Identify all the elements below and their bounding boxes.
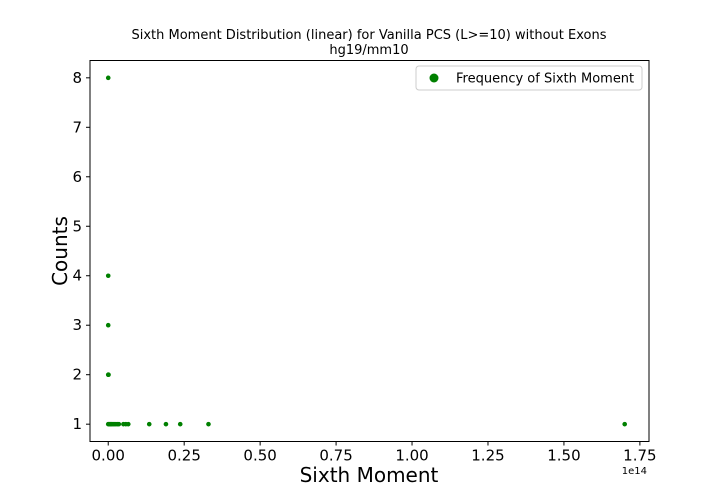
y-axis-ticks: 1 2 3 4 5 6 7 8 [72,69,90,433]
legend-marker-icon [429,73,439,83]
data-point [177,421,183,427]
data-point [146,421,152,427]
x-tick-label: 0.00 [92,447,125,465]
x-tick-label: 1.25 [471,447,504,465]
y-tick-label: 7 [72,118,82,136]
y-tick-label: 6 [72,168,82,186]
data-point [116,421,122,427]
y-axis-label: Counts [48,216,72,286]
y-tick-label: 8 [72,69,82,87]
x-tick-label: 1.00 [395,447,428,465]
plot-frame [89,60,650,442]
data-point [105,75,111,81]
y-tick-label: 1 [72,415,82,433]
x-tick-label: 0.50 [243,447,276,465]
data-point [125,421,131,427]
y-tick-label: 5 [72,217,82,235]
chart-subtitle: hg19/mm10 [329,43,408,58]
legend-box [415,65,643,91]
data-point [206,421,211,427]
y-tick-label: 4 [72,267,82,285]
chart-title: Sixth Moment Distribution (linear) for V… [131,28,606,43]
data-point [622,421,627,427]
legend-label: Frequency of Sixth Moment [456,72,634,87]
x-tick-label: 0.25 [167,447,200,465]
data-point [106,372,111,378]
x-tick-label: 0.75 [319,447,352,465]
x-axis-label: Sixth Moment [300,463,439,487]
x-tick-label: 1.75 [623,447,656,465]
data-point [105,322,111,328]
x-axis-ticks: 0.00 0.25 0.50 0.75 1.00 1.25 1.50 1.75 [92,441,657,465]
data-point [105,273,111,279]
data-point [163,421,169,427]
y-tick-label: 3 [72,316,82,334]
x-tick-label: 1.50 [547,447,580,465]
data-points [105,75,627,427]
x-axis-offset-label: 1e14 [622,466,647,477]
y-tick-label: 2 [72,366,82,384]
legend: Frequency of Sixth Moment [415,65,643,91]
